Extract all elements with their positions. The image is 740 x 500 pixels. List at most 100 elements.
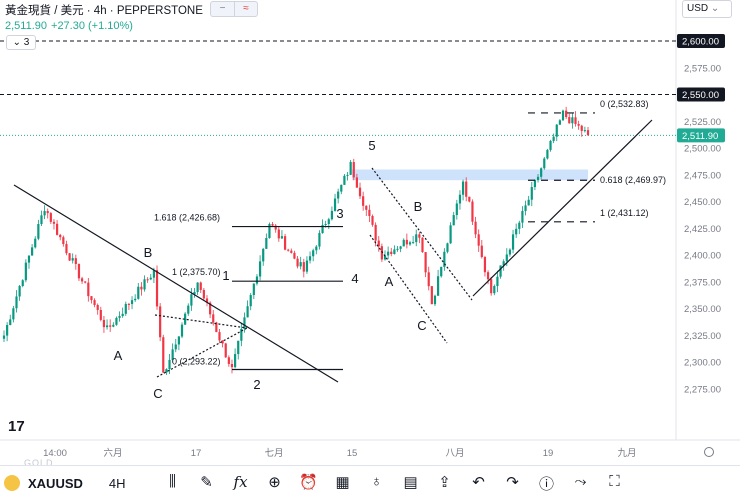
candle-body[interactable]: [283, 236, 287, 250]
candle-body[interactable]: [27, 255, 31, 263]
candle-body[interactable]: [515, 228, 518, 235]
candle-body[interactable]: [555, 124, 558, 137]
candle-body[interactable]: [424, 252, 427, 273]
symbol-button[interactable]: XAUUSD: [28, 475, 83, 491]
candle-body[interactable]: [483, 257, 487, 273]
candle-body[interactable]: [168, 359, 171, 370]
candle-body[interactable]: [224, 343, 227, 358]
candle-body[interactable]: [340, 184, 343, 192]
candle-body[interactable]: [530, 187, 533, 200]
candle-body[interactable]: [15, 296, 18, 309]
candle-body[interactable]: [49, 213, 52, 222]
candle-body[interactable]: [408, 242, 412, 245]
candle-body[interactable]: [349, 162, 352, 175]
candle-body[interactable]: [280, 236, 284, 239]
candle-body[interactable]: [43, 211, 46, 216]
candle-body[interactable]: [221, 340, 224, 344]
candle-body[interactable]: [561, 110, 565, 121]
undo-icon[interactable]: ↶: [472, 473, 485, 491]
share-icon[interactable]: ⇪: [438, 473, 451, 491]
plus-icon[interactable]: ⊕: [268, 473, 281, 491]
candle-body[interactable]: [237, 340, 240, 355]
candle-body[interactable]: [477, 234, 480, 246]
candle-body[interactable]: [362, 196, 365, 206]
candle-body[interactable]: [333, 198, 337, 211]
candle-body[interactable]: [215, 322, 218, 333]
candle-body[interactable]: [586, 130, 590, 136]
candle-body[interactable]: [449, 225, 452, 244]
candle-body[interactable]: [524, 205, 527, 211]
grid-icon[interactable]: ▦: [335, 473, 350, 491]
candle-body[interactable]: [293, 252, 296, 259]
candle-body[interactable]: [34, 238, 37, 248]
candle-body[interactable]: [84, 281, 87, 283]
candle-body[interactable]: [536, 176, 540, 181]
candle-body[interactable]: [18, 285, 21, 297]
candle-body[interactable]: [368, 209, 371, 216]
candle-body[interactable]: [412, 242, 415, 244]
candle-body[interactable]: [374, 224, 377, 241]
candle-body[interactable]: [337, 191, 340, 199]
candle-body[interactable]: [427, 272, 430, 287]
candle-body[interactable]: [177, 336, 180, 345]
candle-body[interactable]: [165, 369, 168, 373]
candle-body[interactable]: [499, 265, 502, 277]
candle-body[interactable]: [458, 194, 462, 204]
candle-body[interactable]: [99, 309, 102, 320]
candle-body[interactable]: [496, 276, 499, 287]
resistance-zone[interactable]: [352, 169, 588, 181]
chart-icon[interactable]: ⤳: [574, 472, 587, 490]
candle-body[interactable]: [190, 294, 193, 306]
candle-body[interactable]: [159, 306, 162, 338]
candle-body[interactable]: [468, 196, 471, 202]
candle-body[interactable]: [209, 302, 212, 315]
candle-body[interactable]: [243, 317, 246, 329]
downtrend-line[interactable]: [13, 184, 339, 383]
candle-body[interactable]: [330, 210, 334, 220]
candle-body[interactable]: [130, 300, 134, 305]
candle-body[interactable]: [162, 337, 165, 373]
candle-body[interactable]: [80, 278, 84, 282]
candle-body[interactable]: [352, 162, 355, 178]
candle-body[interactable]: [299, 262, 302, 267]
candle-body[interactable]: [271, 224, 274, 226]
candle-body[interactable]: [199, 282, 202, 290]
candle-body[interactable]: [486, 272, 490, 280]
candle-body[interactable]: [112, 324, 115, 327]
candle-body[interactable]: [358, 187, 362, 197]
candle-body[interactable]: [127, 303, 131, 305]
redo-icon[interactable]: ↷: [506, 473, 519, 491]
candle-body[interactable]: [508, 249, 512, 255]
candle-body[interactable]: [87, 282, 90, 297]
candle-body[interactable]: [315, 246, 318, 251]
candle-body[interactable]: [365, 205, 368, 210]
candle-body[interactable]: [574, 117, 577, 124]
candle-body[interactable]: [290, 250, 293, 253]
candle-body[interactable]: [62, 237, 65, 245]
candle-body[interactable]: [68, 253, 71, 261]
triangle-upper-line[interactable]: [154, 314, 248, 329]
candle-body[interactable]: [436, 276, 440, 296]
candle-body[interactable]: [274, 225, 277, 230]
fx-icon[interactable]: fx: [233, 472, 248, 491]
candle-body[interactable]: [455, 203, 458, 216]
candle-body[interactable]: [387, 251, 390, 256]
candle-body[interactable]: [187, 305, 190, 314]
candle-body[interactable]: [452, 215, 455, 226]
candle-body[interactable]: [565, 110, 568, 118]
candle-body[interactable]: [346, 174, 349, 176]
candle-body[interactable]: [21, 280, 24, 286]
candle-body[interactable]: [240, 328, 243, 341]
candle-body[interactable]: [296, 258, 299, 267]
candle-body[interactable]: [265, 238, 268, 249]
candle-body[interactable]: [212, 314, 215, 323]
candle-body[interactable]: [383, 255, 387, 260]
candle-body[interactable]: [184, 313, 187, 325]
candle-body[interactable]: [255, 276, 259, 284]
candle-body[interactable]: [343, 175, 346, 185]
candle-body[interactable]: [321, 224, 324, 234]
candle-body[interactable]: [502, 261, 505, 266]
candle-body[interactable]: [196, 282, 199, 292]
candle-body[interactable]: [318, 233, 321, 247]
candle-body[interactable]: [31, 247, 34, 256]
